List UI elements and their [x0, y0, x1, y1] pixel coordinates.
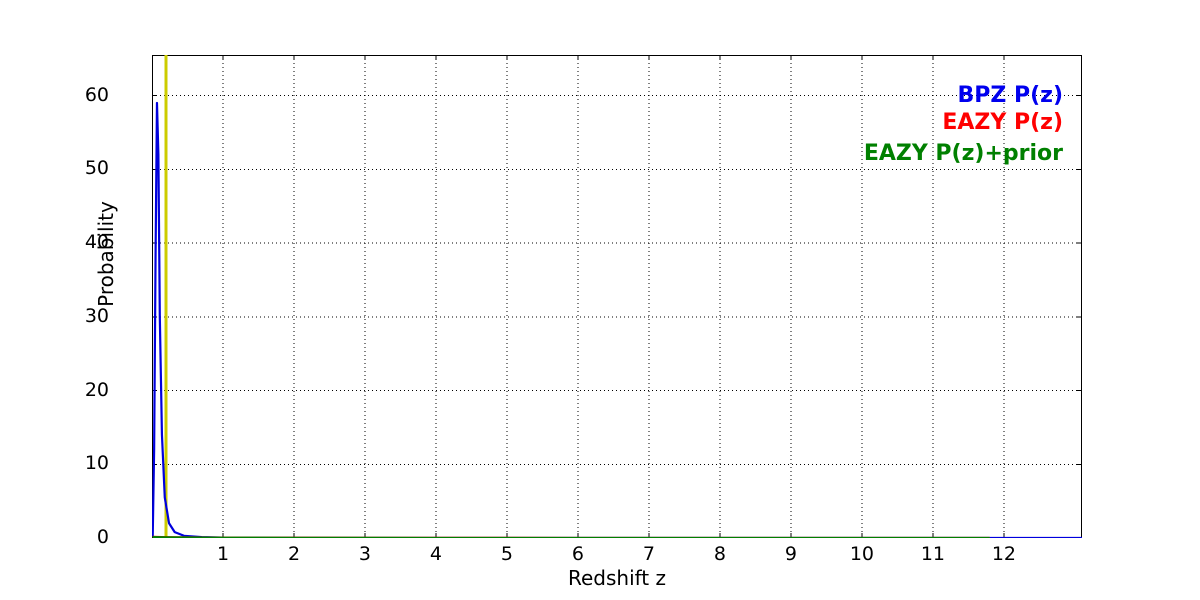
plot-area — [152, 55, 1082, 538]
x-tick-label: 8 — [713, 543, 726, 565]
data-series — [152, 101, 1082, 538]
x-tick-label: 10 — [849, 543, 875, 565]
x-tick-label: 12 — [991, 543, 1016, 565]
legend-entry-1: BPZ P(z) — [957, 83, 1063, 108]
y-tick-label: 40 — [84, 231, 109, 254]
y-tick-label: 60 — [84, 83, 109, 106]
legend-entry-3: EAZY P(z)+prior — [863, 141, 1063, 166]
x-tick-label: 11 — [920, 543, 945, 565]
y-tick-label: 20 — [84, 378, 109, 401]
y-tick-label: 10 — [84, 452, 109, 475]
x-tick-label: 3 — [358, 543, 372, 565]
x-tick-label: 7 — [642, 543, 655, 565]
x-tick-label: 2 — [287, 543, 301, 565]
x-tick-label: 9 — [784, 543, 797, 565]
plot-axes-frame — [152, 55, 1082, 538]
x-tick-label: 5 — [500, 543, 513, 565]
x-tick-label: 4 — [429, 543, 443, 565]
x-axis-label: Redshift z — [567, 566, 667, 590]
y-tick-label: 30 — [84, 304, 109, 327]
y-tick-label: 0 — [96, 526, 109, 548]
legend-entry-2: EAZY P(z) — [942, 110, 1063, 135]
x-tick-label: 6 — [571, 543, 584, 565]
y-tick-label: 50 — [84, 157, 109, 180]
gridlines — [152, 55, 1082, 538]
x-tick-label: 1 — [216, 543, 230, 565]
